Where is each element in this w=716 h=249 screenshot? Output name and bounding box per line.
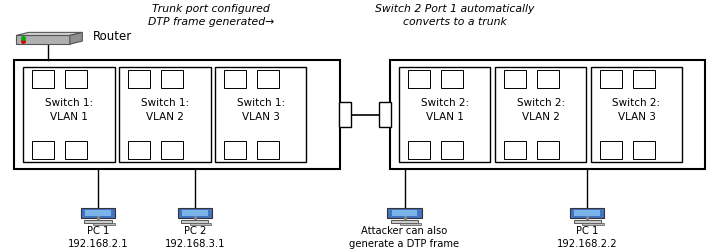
Bar	[161, 70, 183, 88]
Bar	[257, 70, 279, 88]
Bar	[391, 220, 418, 223]
Bar	[128, 141, 150, 159]
Polygon shape	[16, 32, 82, 36]
Bar	[591, 67, 682, 162]
Bar	[339, 102, 351, 127]
Bar	[392, 210, 417, 216]
Bar	[633, 70, 654, 88]
Bar	[81, 208, 115, 218]
Text: Switch 1:
VLAN 1: Switch 1: VLAN 1	[44, 98, 93, 122]
Bar	[570, 208, 604, 218]
Bar	[257, 141, 279, 159]
Bar	[600, 141, 621, 159]
Bar	[600, 70, 621, 88]
Text: PC 1
192.168.2.2: PC 1 192.168.2.2	[557, 226, 617, 249]
Bar	[441, 70, 463, 88]
Bar	[161, 141, 183, 159]
Bar	[582, 223, 604, 225]
Bar	[65, 141, 87, 159]
Bar	[84, 220, 112, 223]
Bar	[23, 67, 115, 162]
Bar	[128, 70, 150, 88]
Text: Attacker can also
generate a DTP frame: Attacker can also generate a DTP frame	[349, 226, 460, 249]
Text: Switch 2:
VLAN 3: Switch 2: VLAN 3	[612, 98, 661, 122]
Bar	[224, 70, 246, 88]
Bar	[633, 141, 654, 159]
Bar	[224, 141, 246, 159]
Polygon shape	[16, 36, 70, 44]
Text: Switch 1:
VLAN 3: Switch 1: VLAN 3	[236, 98, 285, 122]
Bar	[537, 141, 558, 159]
Bar	[379, 102, 391, 127]
Text: PC 2
192.168.3.1: PC 2 192.168.3.1	[165, 226, 225, 249]
Bar	[504, 70, 526, 88]
Bar	[93, 223, 115, 225]
Bar	[178, 208, 212, 218]
Bar	[574, 220, 601, 223]
Polygon shape	[70, 32, 82, 44]
Bar	[408, 141, 430, 159]
Bar	[14, 60, 340, 169]
Bar	[387, 208, 422, 218]
Bar	[390, 60, 705, 169]
Bar	[408, 70, 430, 88]
Text: Router: Router	[93, 30, 132, 43]
Bar	[32, 141, 54, 159]
Bar	[574, 210, 600, 216]
Bar	[32, 70, 54, 88]
Text: Trunk port configured
DTP frame generated→: Trunk port configured DTP frame generate…	[148, 4, 274, 27]
Bar	[85, 210, 111, 216]
Bar	[190, 223, 211, 225]
Bar	[537, 70, 558, 88]
Bar	[400, 223, 421, 225]
Bar	[215, 67, 306, 162]
Bar	[65, 70, 87, 88]
Bar	[119, 67, 211, 162]
Text: Switch 2 Port 1 automatically
converts to a trunk: Switch 2 Port 1 automatically converts t…	[375, 4, 534, 27]
Bar	[441, 141, 463, 159]
Bar	[182, 210, 208, 216]
Text: Switch 2:
VLAN 2: Switch 2: VLAN 2	[516, 98, 565, 122]
Bar	[504, 141, 526, 159]
Bar	[181, 220, 208, 223]
Text: Switch 2:
VLAN 1: Switch 2: VLAN 1	[420, 98, 469, 122]
Text: PC 1
192.168.2.1: PC 1 192.168.2.1	[68, 226, 128, 249]
Bar	[399, 67, 490, 162]
Bar	[495, 67, 586, 162]
Text: Switch 1:
VLAN 2: Switch 1: VLAN 2	[140, 98, 189, 122]
